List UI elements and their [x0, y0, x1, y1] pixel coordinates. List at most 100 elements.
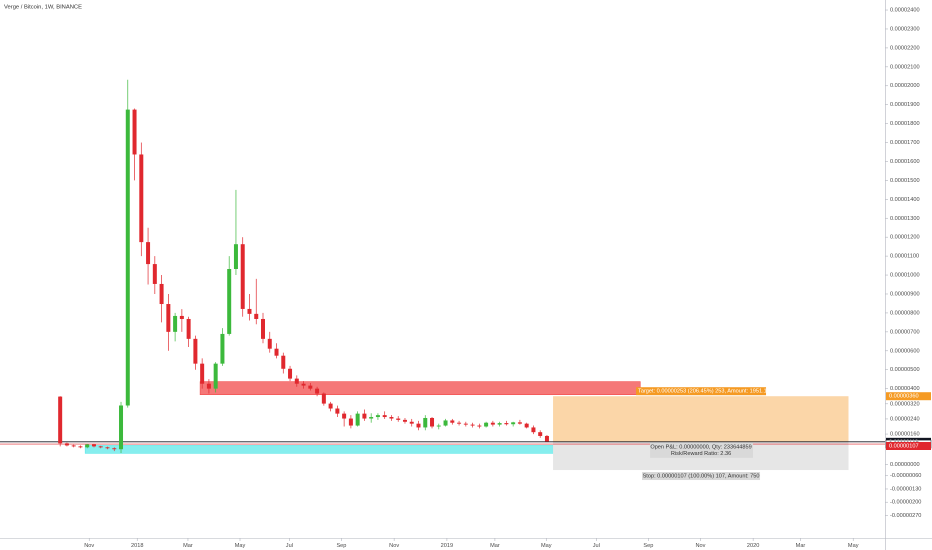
- candle-body: [396, 418, 401, 420]
- candle-body: [308, 385, 313, 389]
- pnl-label: Open P&L: 0.00000000, Qty: 233644859: [650, 444, 751, 450]
- y-tick-label: 0.00001700: [890, 140, 920, 146]
- y-tick-label: 0.00001200: [890, 235, 920, 241]
- x-tick-label: Mar: [796, 543, 806, 549]
- candle-body: [382, 415, 387, 418]
- candle-body: [531, 427, 536, 433]
- candle-body: [267, 338, 272, 349]
- x-tick-label: Nov: [84, 543, 94, 549]
- candle-body: [504, 423, 509, 425]
- price-label: 0.00000360: [889, 394, 919, 400]
- candle-body: [355, 413, 360, 426]
- chart-title: Verge / Bitcoin, 1W, BINANCE: [4, 5, 82, 11]
- candle-body: [294, 378, 299, 384]
- x-tick-label: May: [541, 543, 552, 549]
- y-tick-label: 0.00001800: [890, 121, 920, 127]
- candle-body: [335, 408, 340, 414]
- y-tick-label: -0.00000130: [890, 486, 921, 492]
- price-label-box: [886, 392, 931, 401]
- candle-body: [152, 264, 157, 284]
- candle-body: [227, 269, 232, 334]
- candle-body: [146, 242, 151, 265]
- zone: [199, 381, 641, 395]
- y-tick-label: 0.00001300: [890, 216, 920, 222]
- candle-body: [233, 244, 238, 269]
- candle-body: [369, 417, 374, 419]
- candle-body: [105, 447, 110, 449]
- candle-body: [186, 318, 191, 339]
- candle-body: [538, 432, 543, 436]
- x-tick-label: Nov: [389, 543, 399, 549]
- candle-body: [409, 421, 414, 424]
- x-tick-label: Sep: [336, 543, 346, 549]
- candle-body: [484, 422, 489, 427]
- candle-body: [477, 425, 482, 427]
- y-tick-label: 0.00000240: [890, 416, 920, 422]
- candle-body: [450, 420, 455, 423]
- price-label: 0.00000107: [889, 443, 919, 449]
- y-tick-label: 0.00001600: [890, 159, 920, 165]
- x-tick-label: Mar: [183, 543, 193, 549]
- candle-body: [85, 444, 90, 448]
- x-tick-label: 2018: [131, 543, 143, 549]
- y-tick-label: 0.00000160: [890, 432, 920, 438]
- candle-body: [430, 417, 435, 427]
- x-tick-label: Nov: [695, 543, 705, 549]
- y-tick-label: 0.00001900: [890, 102, 920, 108]
- stop-label: Stop: 0.00000107 (100.00%) 107, Amount: …: [643, 474, 760, 480]
- candle-body: [132, 109, 137, 155]
- candle-body: [402, 419, 407, 422]
- candle-body: [213, 363, 218, 389]
- y-tick-label: 0.00001500: [890, 178, 920, 184]
- candle-body: [348, 418, 353, 426]
- candle-body: [511, 422, 516, 425]
- x-tick-label: Jul: [286, 543, 293, 549]
- candle-body: [517, 422, 522, 424]
- candle-body: [260, 318, 265, 339]
- candle-body: [166, 304, 171, 332]
- stop-label-box: [642, 472, 761, 481]
- y-tick-label: -0.00000270: [890, 513, 921, 519]
- candle-body: [490, 422, 495, 425]
- price-label-box: [886, 441, 931, 450]
- candle-body: [159, 283, 164, 305]
- candle-body: [125, 109, 130, 406]
- candle-body: [362, 413, 367, 419]
- y-tick-label: 0.00000800: [890, 310, 920, 316]
- candle-body: [416, 423, 421, 428]
- candle-body: [375, 415, 380, 418]
- pnl-label-box: [650, 442, 754, 458]
- candle-body: [220, 333, 225, 364]
- y-tick-label: 0.00001000: [890, 273, 920, 279]
- y-tick-label: 0.00000320: [890, 401, 920, 407]
- y-tick-label: 0.00002000: [890, 83, 920, 89]
- candle-body: [173, 315, 178, 332]
- y-tick-label: 0.00000600: [890, 348, 920, 354]
- candle-body: [423, 417, 428, 428]
- target-area: [553, 396, 849, 442]
- candle-body: [200, 363, 205, 384]
- candle-body: [139, 154, 144, 243]
- y-tick-label: 0.00001100: [890, 254, 919, 260]
- candle-body: [315, 388, 320, 394]
- y-tick-label: -0.00000060: [890, 473, 921, 479]
- candle-body: [463, 423, 468, 425]
- candle-body: [119, 405, 124, 450]
- x-tick-label: May: [235, 543, 246, 549]
- y-tick-label: 0.00002200: [890, 45, 920, 51]
- x-tick-label: Jul: [593, 543, 600, 549]
- target-label-box: [636, 387, 767, 396]
- ratio-label: Risk/Reward Ratio: 2.36: [671, 451, 731, 457]
- candle-body: [193, 338, 198, 364]
- candle-body: [321, 393, 326, 404]
- candle-body: [58, 396, 63, 444]
- candle-body: [288, 368, 293, 379]
- candle-body: [274, 348, 279, 356]
- x-tick-label: May: [848, 543, 859, 549]
- candle-body: [443, 420, 448, 426]
- candle-body: [470, 424, 475, 426]
- candle-body: [497, 423, 502, 425]
- candle-body: [71, 445, 76, 447]
- y-tick-label: -0.00000200: [890, 500, 921, 506]
